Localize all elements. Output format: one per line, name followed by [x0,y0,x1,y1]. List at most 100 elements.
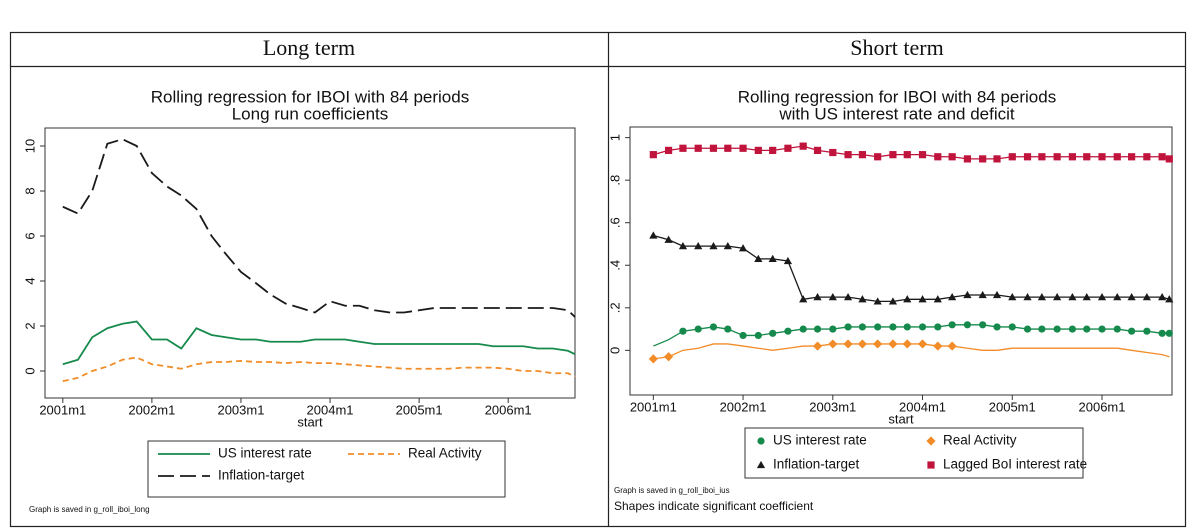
y-tick-label: 10 [22,139,37,153]
marker [934,323,942,331]
marker [1113,293,1122,301]
legend-marker [757,437,765,445]
x-tick-label: 2001m1 [39,402,86,417]
marker [858,151,867,159]
marker [679,327,687,335]
legend-label: Inflation-target [773,457,860,472]
table-border [9,31,1187,528]
marker [799,142,807,150]
marker [1082,293,1091,301]
marker [769,329,777,337]
y-tick-label: 1 [607,134,622,141]
marker [858,295,867,303]
marker [1083,325,1091,333]
marker [1038,325,1046,333]
marker [889,323,897,331]
marker [768,254,777,262]
x-tick-label: 2002m1 [720,399,767,414]
marker [947,341,957,351]
marker [783,256,793,265]
marker [812,341,823,351]
marker [1165,295,1174,303]
marker [723,242,732,250]
x-axis-label: start [297,414,323,429]
marker [664,146,673,154]
marker [1023,153,1032,161]
marker [828,293,837,301]
marker [1068,325,1076,333]
marker [979,155,987,163]
series-line [62,356,576,383]
x-tick-label: 2005m1 [989,399,1036,414]
x-tick-label: 2001m1 [630,399,677,414]
marker [1023,293,1032,301]
legend-label: Real Activity [943,433,1017,448]
marker [1008,323,1016,331]
x-tick-label: 2006m1 [485,402,532,417]
note: Graph is saved in g_roll_iboi_long [29,505,150,514]
legend-label: US interest rate [773,433,867,448]
marker [1128,153,1136,161]
marker [1053,325,1061,333]
marker [784,144,792,152]
marker [1165,329,1173,337]
marker [948,293,957,301]
marker [1008,153,1016,161]
marker [709,323,718,331]
legend-label: Inflation-target [218,468,305,483]
marker [873,297,882,305]
y-tick-label: 0 [607,347,622,354]
marker [917,339,928,349]
marker [1113,325,1121,333]
marker [888,339,898,349]
marker [724,325,732,333]
marker [694,242,703,250]
marker [963,290,972,299]
y-tick-label: 2 [22,322,37,329]
marker [1038,153,1046,161]
marker [649,151,657,159]
marker [1127,293,1136,301]
marker [1053,153,1061,161]
marker [918,295,927,303]
marker [1068,293,1077,301]
marker [664,235,673,243]
y-tick-label: .4 [607,260,622,271]
marker [694,325,702,333]
series-line [653,343,1170,360]
marker [874,323,882,331]
chart-subtitle: with US interest rate and deficit [778,104,1015,123]
x-tick-label: 2003m1 [217,402,264,417]
marker [933,341,943,351]
marker [1068,153,1076,161]
marker [1142,293,1151,301]
marker [948,321,956,329]
x-tick-label: 2004m1 [307,402,354,417]
legend-marker [926,436,936,446]
marker [1158,329,1166,337]
x-tick-label: 2002m1 [128,402,175,417]
marker [769,146,777,154]
marker [1023,325,1032,333]
marker [813,325,822,333]
column-header: Long term [263,35,355,60]
note: Shapes indicate significant coefficient [614,499,814,513]
marker [784,327,792,335]
marker [799,325,807,333]
marker [903,295,912,303]
marker [1113,153,1121,161]
x-tick-label: 2006m1 [1079,399,1126,414]
chart-title: Rolling regression for IBOI with 84 peri… [738,87,1056,106]
x-axis-label: start [888,411,914,426]
marker [993,155,1001,163]
marker [1158,293,1167,301]
y-tick-label: .8 [607,175,622,186]
legend-marker [756,460,766,469]
y-tick-label: .6 [607,217,622,228]
marker [843,293,853,301]
marker [903,323,911,331]
marker [738,244,748,252]
legend-label: Real Activity [408,446,482,461]
marker [1008,293,1017,301]
marker [1098,153,1106,161]
